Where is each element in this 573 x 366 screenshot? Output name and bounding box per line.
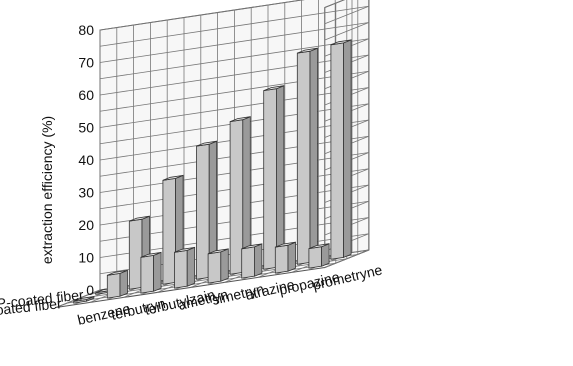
bar-front (174, 249, 188, 289)
y-tick-label: 40 (78, 152, 94, 168)
bar-front (241, 246, 255, 279)
y-tick-label: 80 (78, 22, 94, 38)
bar-nip-coated-fiber-ametryn (174, 246, 196, 289)
bar-top (107, 270, 128, 276)
bar-front (229, 119, 244, 275)
y-tick-label: 10 (78, 250, 94, 266)
y-tick-label: 70 (78, 55, 94, 71)
bar-front (162, 177, 177, 285)
bar-top (297, 47, 318, 54)
bar-top (196, 140, 217, 147)
bar-side (275, 85, 285, 268)
y-tick-label: 60 (78, 87, 94, 103)
bar-top (129, 215, 150, 222)
bar-front (140, 254, 155, 294)
bar-top (241, 243, 263, 250)
y-axis-label: extraction efficiency (%) (39, 116, 55, 264)
bar-front (330, 42, 345, 260)
bar-side (321, 243, 330, 267)
bar-nip-coated-fiber-prometryne (308, 243, 330, 269)
bar-top (308, 243, 330, 249)
y-tick-label: 20 (78, 217, 94, 233)
bar-side (287, 241, 296, 272)
y-tick-label: 50 (78, 120, 94, 136)
bar-top (229, 116, 251, 122)
bar-top (275, 241, 296, 248)
bar-side (186, 246, 196, 287)
bar-top (174, 247, 195, 253)
bar-front (207, 251, 222, 284)
bar-mip-coated-fiber-prometryne (330, 39, 352, 260)
bar-side (253, 243, 263, 277)
bar-nip-coated-fiber-propazine (274, 241, 296, 274)
bar-nip-coated-fiber-simetryn (207, 248, 229, 284)
bar-side (309, 47, 318, 263)
gridline-side (324, 0, 345, 8)
bar-top (330, 39, 352, 46)
bar-front (308, 246, 323, 269)
bar-top (140, 252, 162, 258)
bar-nip-coated-fiber-atrazine (241, 243, 263, 279)
bar-front (106, 272, 121, 299)
bar-side (119, 269, 128, 297)
bar-side (343, 39, 352, 258)
bar-nip-coated-fiber-terbutylzain (140, 251, 162, 294)
bar-front (274, 244, 289, 274)
bar-nip-coated-fiber-terbutryn (106, 269, 128, 299)
bar-side (153, 251, 162, 292)
y-tick-label: 0 (86, 282, 94, 298)
bar-mip-coated-fiber-atrazine (263, 85, 285, 270)
bar-series (73, 39, 352, 304)
bar-front (296, 50, 311, 265)
y-tick-label: 30 (78, 185, 94, 201)
bar-top (73, 296, 95, 302)
bar-nip-coated-fiber-benzene (73, 296, 95, 304)
bar-front (196, 143, 210, 280)
bar-top (207, 248, 229, 255)
bar-top (162, 175, 184, 181)
bar-mip-coated-fiber-ametryn (196, 140, 218, 280)
bar-front (128, 218, 143, 290)
bar-side (220, 248, 229, 282)
bar-top (263, 85, 285, 91)
bar-mip-coated-fiber-propazine (296, 47, 318, 265)
bar-front (263, 88, 277, 270)
